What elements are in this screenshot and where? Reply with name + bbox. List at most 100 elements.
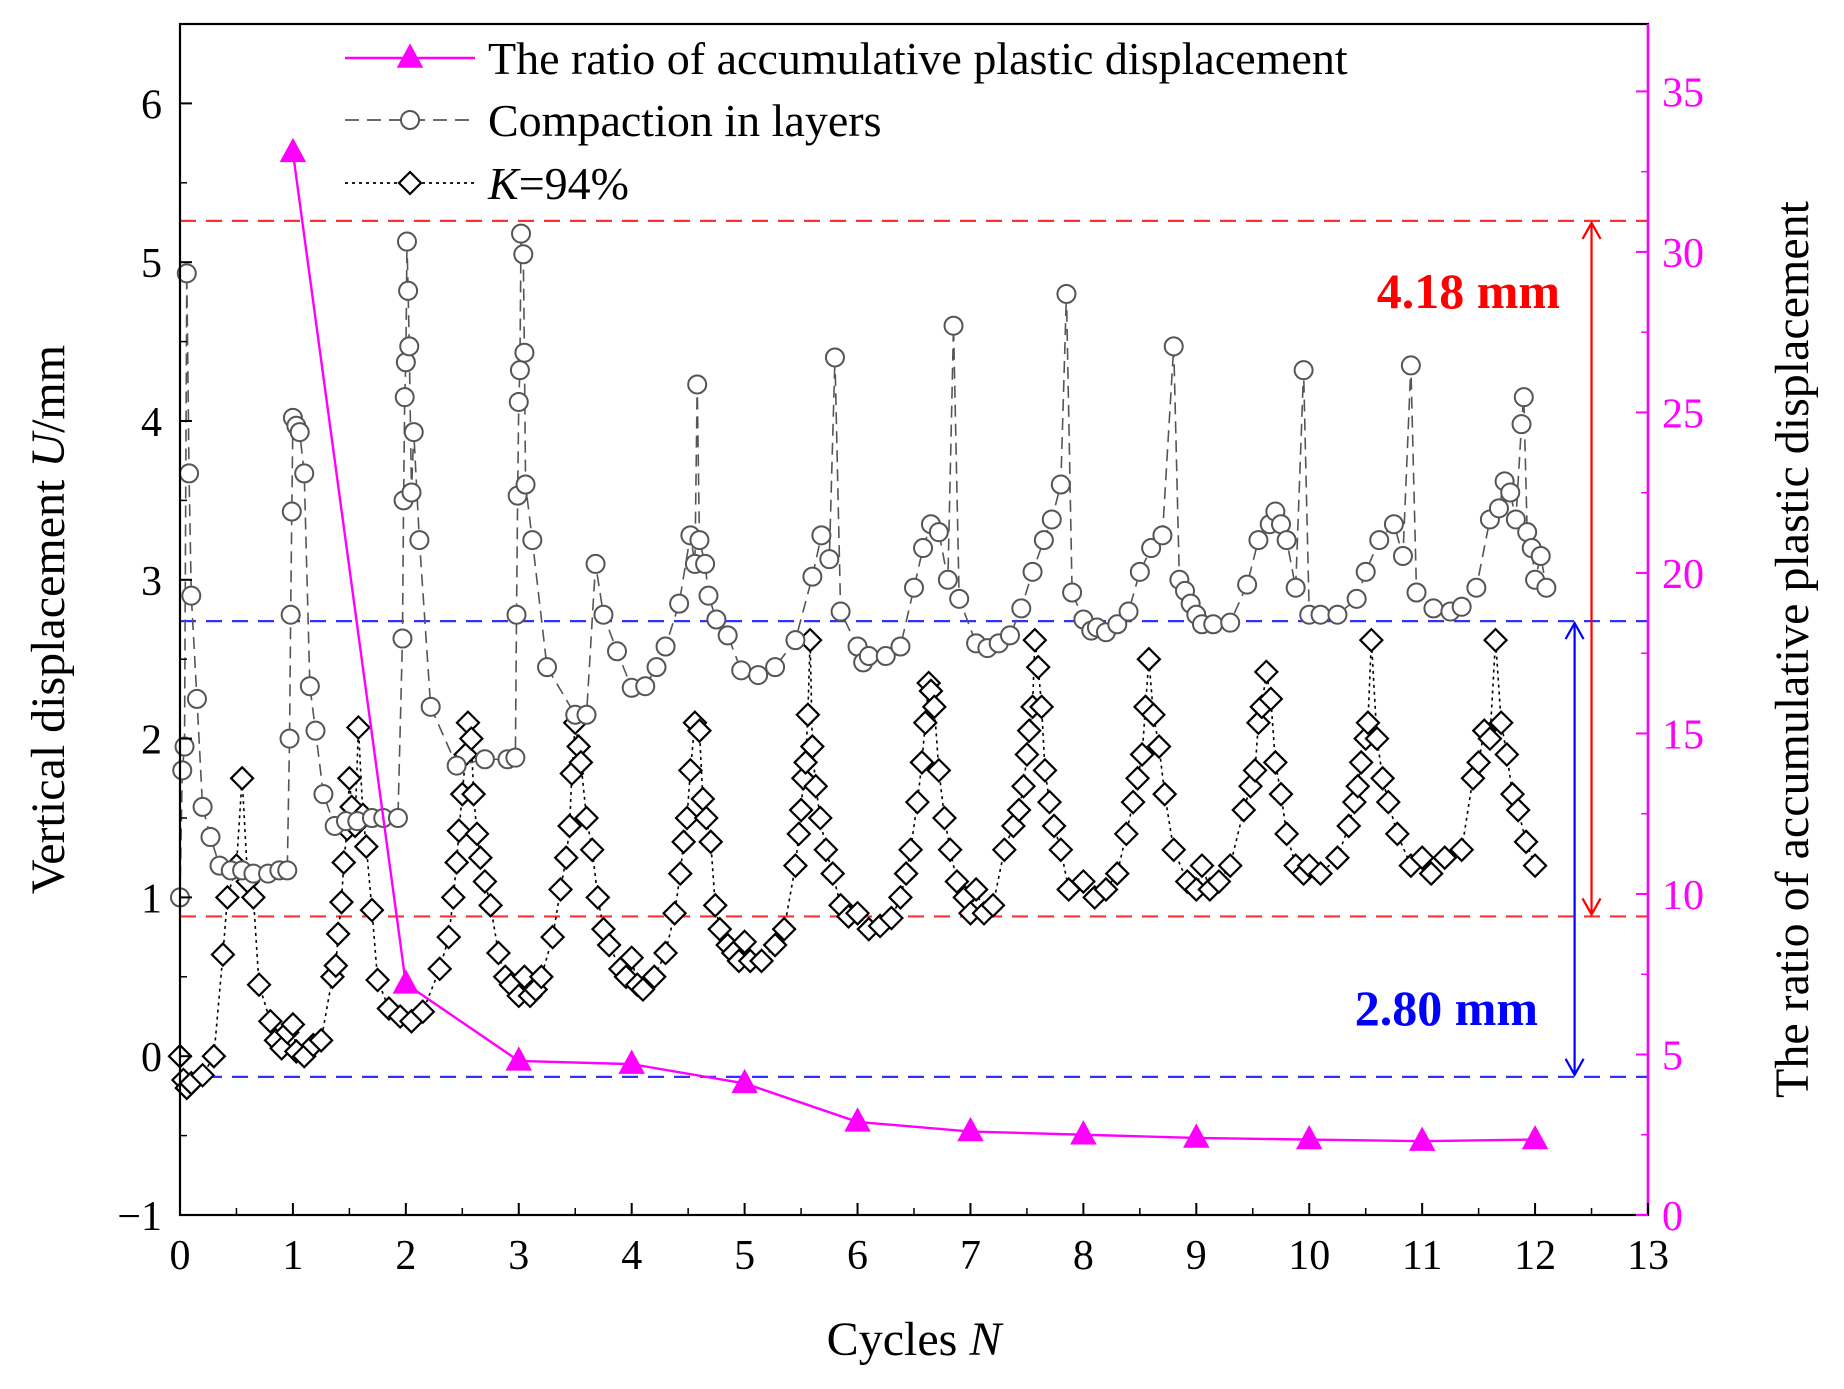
circle-marker [1141,538,1162,559]
diamond-marker [1488,710,1514,736]
triangle-marker [731,1068,758,1094]
y-right-tick-label: 25 [1662,391,1704,437]
diamond-marker [436,924,462,950]
circle-marker [1327,604,1348,625]
triangle-marker [1183,1123,1210,1148]
diamond-marker [1125,765,1151,791]
diamond-marker [686,718,713,744]
circle-marker [607,641,628,662]
circle-marker [1248,530,1269,551]
diamond-marker [702,892,728,918]
diamond-marker [458,726,484,752]
diamond-marker [653,940,679,966]
circle-marker [875,646,896,667]
triangle-marker [392,969,420,994]
circle-marker [176,263,197,284]
diamond-marker [1384,821,1410,847]
circle-marker [1041,509,1062,530]
diamond-marker [1418,861,1444,887]
x-tick-label: 10 [1288,1233,1330,1279]
diamond-marker [1129,741,1155,768]
circle-marker [399,336,420,357]
circle-marker [1237,574,1258,595]
diamond-marker [1364,726,1390,752]
circle-marker [943,315,964,336]
circle-marker [446,755,467,776]
diamond-marker [214,884,240,910]
circle-marker [1355,561,1376,582]
diamond-marker [807,805,833,831]
diamond-marker [240,884,266,910]
diamond-marker [585,884,611,910]
circle-marker [200,827,221,848]
circle-marker [748,665,769,686]
triangle-marker [1408,1126,1436,1151]
circle-marker [474,749,495,770]
diamond-marker [579,837,605,863]
x-tick-label: 9 [1186,1233,1207,1279]
diamond-marker [1348,749,1374,775]
annotation-label: 4.18 mm [1377,263,1560,319]
circle-marker [192,796,213,817]
x-tick-label: 2 [395,1233,416,1279]
circle-marker [949,588,970,609]
diamond-marker [887,884,914,910]
diamond-marker [1032,757,1058,783]
circle-marker [299,676,320,697]
circle-marker [646,657,667,678]
legend-label: K=94% [487,158,629,209]
diamond-marker [944,868,970,895]
circle-marker [1062,582,1083,603]
circle-marker [576,704,597,725]
circle-marker [420,696,441,717]
circle-marker [1033,530,1054,551]
axes: 0 1 2 3 4 5 6 7 8 9 10 11 12 13−101234560510152025303… [22,22,1819,1366]
diamond-marker [573,805,600,831]
diamond-marker [1466,749,1492,775]
y-right-axis-title: The ratio of accumulative plastic displa… [1766,200,1819,1098]
y-left-tick-label: −1 [117,1194,162,1240]
circle-marker [305,720,326,741]
x-tick-label: 12 [1514,1233,1556,1279]
diamond-marker [511,964,537,990]
circle-marker [811,525,832,546]
triangle-marker [1295,1124,1323,1150]
diamond-marker [1355,710,1381,736]
diamond-marker [693,805,719,831]
diamond-marker [410,999,436,1025]
circle-marker [706,609,727,630]
diamond-marker [190,1062,216,1088]
circle-marker [1530,545,1551,566]
diamond-marker [1029,694,1055,720]
circle-marker [1022,561,1043,582]
diamond-marker [1258,686,1284,712]
diamond-marker [1217,853,1243,879]
circle-marker [281,501,302,522]
circle-marker [1505,509,1526,530]
circle-marker [731,660,752,681]
diamond-marker [898,837,924,863]
diamond-marker [1161,837,1187,863]
triangle-marker [279,137,307,163]
annotation-arrow-head [1564,620,1585,640]
circle-marker [655,636,676,657]
y-left-tick-label: 4 [141,400,162,446]
circle-marker [717,625,738,646]
circle-marker [514,342,535,363]
x-tick-label: 5 [734,1233,755,1279]
diamond-marker [799,733,825,760]
circle-marker [1369,530,1390,551]
diamond-marker [229,765,255,791]
diamond-marker [677,757,703,783]
diamond-marker [1513,829,1539,855]
diamond-marker [568,749,594,775]
diamond-marker [1189,853,1215,879]
diamond-marker [662,900,688,926]
x-tick-label: 8 [1073,1233,1094,1279]
diamond-marker [1231,797,1257,823]
circle-marker [824,347,845,368]
circle-marker [403,422,424,443]
diamond-marker [1432,845,1458,871]
diamond-marker [674,805,700,831]
diamond-marker [553,845,579,871]
